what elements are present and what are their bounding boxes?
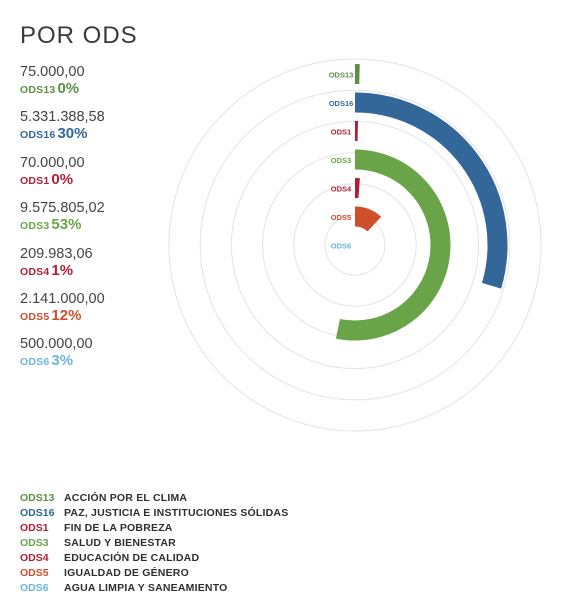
legend-label: SALUD Y BIENESTAR — [64, 537, 176, 549]
stat-value: 5.331.388,58 — [20, 109, 105, 126]
stat-value: 9.575.805,02 — [20, 200, 105, 217]
legend-code: ODS5 — [20, 567, 49, 579]
stat-code: ODS13 — [20, 84, 56, 96]
legend-item-ods13: ODS13 ACCIÓN POR EL CLIMA — [20, 489, 288, 504]
ring-label-ods13: ODS13 — [329, 71, 354, 80]
stat-value: 75.000,00 — [20, 64, 85, 80]
stat-code: ODS16 — [20, 129, 56, 142]
stat-value: 500.000,00 — [20, 336, 93, 353]
radial-bar-ods3 — [335, 149, 451, 341]
legend-code: ODS13 — [20, 492, 55, 504]
ring-label-ods16: ODS16 — [329, 99, 354, 108]
stat-percent: 3% — [51, 352, 74, 370]
legend-label: FIN DE LA POBREZA — [64, 522, 173, 534]
stat-percent: 12% — [51, 307, 82, 324]
stat-value: 209.983,06 — [20, 245, 93, 262]
legend-code: ODS16 — [20, 507, 55, 519]
stat-ods1: 70.000,00 ODS1 0% — [20, 155, 85, 190]
stat-percent: 0% — [57, 80, 80, 97]
ring-label-ods5: ODS5 — [331, 213, 351, 222]
legend-code: ODS3 — [20, 537, 49, 549]
legend-code: ODS4 — [20, 552, 49, 564]
grid-circle — [293, 183, 417, 307]
ring-label-ods6: ODS6 — [331, 242, 351, 251]
legend-label: ACCIÓN POR EL CLIMA — [64, 492, 188, 504]
stat-value: 70.000,00 — [20, 154, 85, 171]
stat-ods16: 5.331.388,58 ODS16 30% — [20, 109, 105, 144]
ring-label-ods4: ODS4 — [331, 185, 352, 194]
legend-code: ODS6 — [20, 582, 49, 594]
radial-bar-ods5 — [354, 206, 382, 232]
stat-ods3: 9.575.805,02 ODS3 53% — [20, 200, 105, 235]
radial-bar-ods16 — [354, 92, 508, 289]
legend-label: IGUALDAD DE GÉNERO — [64, 567, 189, 579]
chart-title: POR ODS — [20, 22, 138, 49]
stat-ods6: 500.000,00 ODS6 3% — [20, 336, 93, 371]
stat-code: ODS6 — [20, 356, 50, 369]
legend-item-ods16: ODS16 PAZ, JUSTICIA E INSTITUCIONES SÓLID… — [20, 504, 288, 519]
ring-label-ods1: ODS1 — [331, 128, 351, 137]
legend-item-ods3: ODS3 SALUD Y BIENESTAR — [20, 534, 288, 549]
stat-value: 2.141.000,00 — [20, 291, 105, 307]
stat-code: ODS4 — [20, 265, 50, 278]
stat-percent: 53% — [51, 216, 82, 234]
legend-label: PAZ, JUSTICIA E INSTITUCIONES SÓLIDAS — [64, 507, 289, 519]
stat-ods13: 75.000,00 ODS13 0% — [20, 64, 85, 99]
legend-item-ods4: ODS4 EDUCACIÓN DE CALIDAD — [20, 549, 288, 564]
legend-code: ODS1 — [20, 522, 49, 534]
legend: ODS13 ACCIÓN POR EL CLIMA ODS16 PAZ, JUSTIC… — [20, 489, 288, 594]
stat-percent: 1% — [51, 261, 74, 279]
stat-percent: 0% — [51, 170, 74, 188]
stat-percent: 30% — [57, 125, 88, 143]
legend-label: EDUCACIÓN DE CALIDAD — [64, 552, 200, 564]
stat-ods5: 2.141.000,00 ODS5 12% — [20, 291, 105, 326]
stat-code: ODS1 — [20, 174, 50, 187]
ring-label-ods3: ODS3 — [331, 156, 351, 165]
legend-item-ods6: ODS6 AGUA LIMPIA Y SANEAMIENTO — [20, 579, 288, 594]
stat-code: ODS3 — [20, 220, 50, 233]
legend-label: AGUA LIMPIA Y SANEAMIENTO — [64, 582, 228, 594]
stat-code: ODS5 — [20, 311, 50, 323]
stat-ods4: 209.983,06 ODS4 1% — [20, 246, 93, 281]
legend-item-ods5: ODS5 IGUALDAD DE GÉNERO — [20, 564, 288, 579]
grid-circle — [324, 214, 386, 276]
legend-item-ods1: ODS1 FIN DE LA POBREZA — [20, 519, 288, 534]
grid-circle — [168, 58, 542, 432]
grid-circle — [199, 89, 511, 401]
